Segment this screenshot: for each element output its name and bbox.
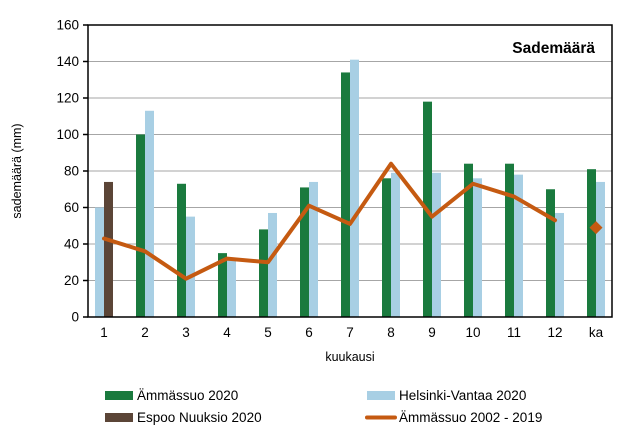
y-tick-label-80: 80 (64, 164, 79, 179)
x-tick-label-12: 12 (547, 325, 562, 340)
bar--mm-ssuo-2020-10 (464, 163, 473, 317)
bar--mm-ssuo-2020-8 (382, 178, 391, 317)
bar--mm-ssuo-2020-ka (587, 169, 596, 317)
y-tick-label-160: 160 (56, 18, 79, 33)
y-tick-label-20: 20 (64, 273, 79, 288)
x-axis-title: kuukausi (325, 350, 374, 364)
chart-title: Sademäärä (512, 40, 595, 57)
x-tick-label-10: 10 (465, 325, 480, 340)
legend-label--mm-ssuo-2002-2019: Ämmässuo 2002 - 2019 (399, 410, 542, 425)
x-tick-label-5: 5 (264, 325, 272, 340)
y-tick-label-120: 120 (56, 91, 79, 106)
x-tick-label-8: 8 (387, 325, 395, 340)
x-tick-label-6: 6 (305, 325, 313, 340)
bar--mm-ssuo-2020-4 (218, 253, 227, 317)
bar--mm-ssuo-2020-3 (177, 183, 186, 317)
legend-swatch-helsinki-vantaa-2020 (367, 391, 395, 400)
x-tick-label-11: 11 (507, 325, 521, 340)
bar-helsinki-vantaa-2020-7 (350, 59, 359, 318)
bar-helsinki-vantaa-2020-8 (391, 172, 400, 317)
x-axis-labels: 1 2 3 4 5 6 7 8 9 10 11 12 ka (100, 325, 603, 340)
line-series (102, 161, 603, 281)
bar-helsinki-vantaa-2020-9 (432, 172, 441, 317)
legend-label-espoo-nuuksio-2020: Espoo Nuuksio 2020 (137, 410, 262, 425)
line-ammassuo-2002-2019 (102, 161, 557, 281)
bar--mm-ssuo-2020-12 (546, 189, 555, 317)
legend-label--mm-ssuo-2020: Ämmässuo 2020 (137, 388, 238, 403)
x-tick-label-7: 7 (346, 325, 354, 340)
y-tick-label-40: 40 (64, 237, 79, 252)
x-tick-label-2: 2 (141, 325, 149, 340)
bar--mm-ssuo-2020-7 (341, 72, 350, 317)
legend-swatch--mm-ssuo-2020 (105, 391, 133, 400)
x-tick-label-1: 1 (100, 325, 108, 340)
ka-diamond-marker (589, 221, 603, 235)
y-axis-ticks: 0 20 40 60 80 100 120 140 160 (56, 18, 88, 325)
x-tick-label-9: 9 (428, 325, 436, 340)
bar-helsinki-vantaa-2020-3 (186, 216, 195, 317)
x-tick-label-4: 4 (223, 325, 231, 340)
bar-helsinki-vantaa-2020-11 (514, 174, 523, 317)
bar--mm-ssuo-2020-5 (259, 229, 268, 317)
bar--mm-ssuo-2020-11 (505, 163, 514, 317)
bar-helsinki-vantaa-2020-ka (596, 181, 605, 317)
bar-helsinki-vantaa-2020-2 (145, 110, 154, 318)
x-tick-label-3: 3 (182, 325, 190, 340)
y-axis-title: sademäärä (mm) (10, 123, 24, 218)
bar--mm-ssuo-2020-6 (300, 187, 309, 317)
legend: Ämmässuo 2020 Helsinki-Vantaa 2020 Espoo N… (105, 388, 542, 425)
legend-swatch-espoo-nuuksio-2020 (105, 413, 133, 422)
bar-helsinki-vantaa-2020-5 (268, 212, 277, 317)
y-tick-label-100: 100 (56, 127, 79, 142)
bar-helsinki-vantaa-2020-4 (227, 258, 236, 317)
bar--mm-ssuo-2020-2 (136, 134, 145, 317)
bar-espoo-nuuksio-2020-1 (104, 181, 113, 317)
legend-label-helsinki-vantaa-2020: Helsinki-Vantaa 2020 (399, 388, 526, 403)
y-tick-label-140: 140 (56, 54, 79, 69)
bar-helsinki-vantaa-2020-6 (309, 181, 318, 317)
y-tick-label-60: 60 (64, 200, 79, 215)
bar-helsinki-vantaa-2020-1 (95, 207, 104, 317)
x-tick-label-ka: ka (589, 325, 604, 340)
bar-helsinki-vantaa-2020-10 (473, 178, 482, 317)
y-tick-label-0: 0 (71, 310, 79, 325)
bar-helsinki-vantaa-2020-12 (555, 212, 564, 317)
